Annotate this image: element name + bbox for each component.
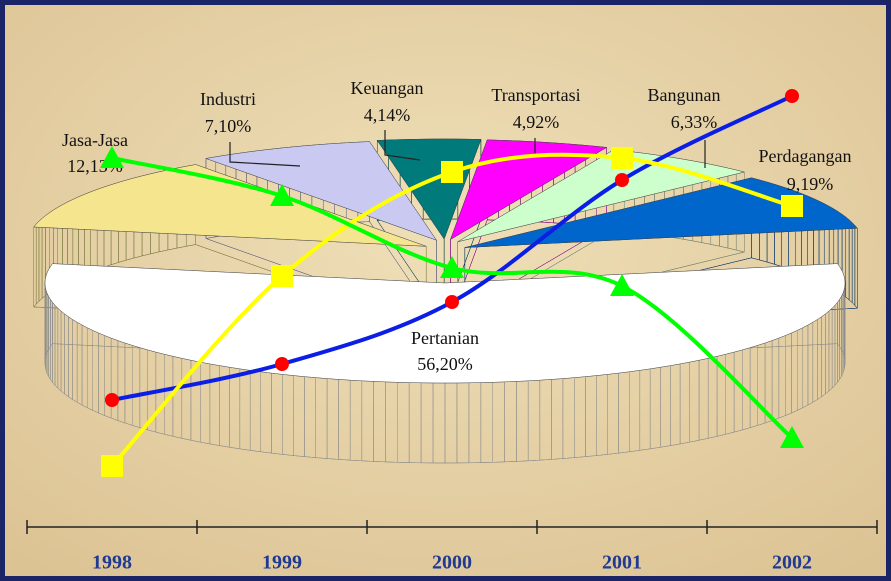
marker (270, 184, 294, 206)
slice-value: 7,10% (205, 116, 252, 136)
slice (204, 141, 438, 241)
marker (780, 426, 804, 448)
marker (610, 274, 634, 296)
marker (445, 295, 459, 309)
slice (33, 164, 427, 247)
marker (275, 357, 289, 371)
x-tick-label: 1998 (92, 552, 132, 574)
leaders (229, 130, 706, 168)
slice-label: Jasa-Jasa (62, 130, 128, 150)
marker (441, 161, 463, 183)
slice-value: 56,20% (417, 354, 473, 374)
x-axis: 1998 1999 2000 2001 2002 (26, 520, 878, 574)
marker (100, 146, 124, 168)
marker (271, 265, 293, 287)
x-tick-label: 2001 (602, 552, 642, 574)
slice-label: Keuangan (351, 78, 424, 98)
slice (44, 263, 846, 384)
marker (105, 393, 119, 407)
slice-label: Bangunan (648, 85, 721, 105)
slice-label: Transportasi (491, 85, 580, 105)
x-tick-label: 2000 (432, 552, 472, 574)
slice (449, 139, 608, 241)
marker (785, 89, 799, 103)
marker (611, 147, 633, 169)
lines (100, 89, 804, 477)
marker (781, 195, 803, 217)
marker (101, 455, 123, 477)
slice-value: 4,92% (513, 112, 560, 132)
slice-value: 9,19% (787, 174, 834, 194)
marker (440, 256, 464, 278)
slice-label: Perdagangan (759, 146, 852, 166)
marker (615, 173, 629, 187)
x-tick-label: 2002 (772, 552, 812, 574)
slice-label: Pertanian (411, 328, 479, 348)
slice-label: Industri (200, 89, 256, 109)
slice-value: 6,33% (671, 112, 718, 132)
slice-value: 4,14% (364, 105, 411, 125)
x-tick-label: 1999 (262, 552, 302, 574)
